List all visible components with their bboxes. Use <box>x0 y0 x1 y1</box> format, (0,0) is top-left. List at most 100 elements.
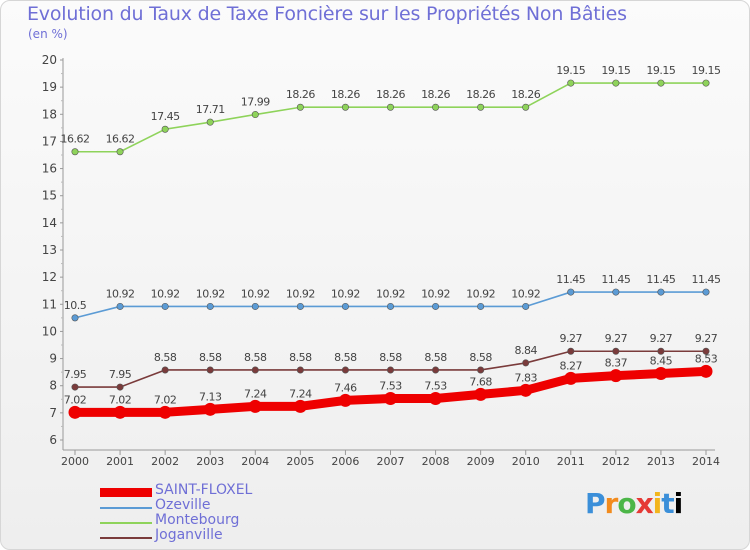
data-point-ozeville <box>161 302 169 310</box>
x-tick-label: 2003 <box>196 455 224 468</box>
data-point-saint-floxel <box>429 391 443 405</box>
data-point-ozeville <box>432 302 440 310</box>
data-label-saint-floxel: 7.24 <box>289 387 312 400</box>
x-tick-label: 2004 <box>241 455 269 468</box>
data-point-montebourg <box>477 103 485 111</box>
data-label-joganville: 8.58 <box>154 351 177 364</box>
data-point-montebourg <box>567 79 575 87</box>
x-tick-label: 2013 <box>647 455 675 468</box>
x-tick-label: 2014 <box>692 455 720 468</box>
data-label-saint-floxel: 7.02 <box>109 393 132 406</box>
legend-label-saint-floxel: SAINT-FLOXEL <box>155 482 253 498</box>
data-point-joganville <box>341 366 349 374</box>
data-point-joganville <box>251 366 259 374</box>
data-label-montebourg: 18.26 <box>286 88 315 101</box>
data-point-joganville <box>71 383 79 391</box>
data-point-saint-floxel <box>338 393 352 407</box>
data-point-ozeville <box>116 302 124 310</box>
data-point-saint-floxel <box>519 383 533 397</box>
y-tick-label: 16 <box>42 162 57 176</box>
x-tick-label: 2002 <box>151 455 179 468</box>
data-label-saint-floxel: 7.02 <box>64 393 87 406</box>
data-point-joganville <box>161 366 169 374</box>
data-label-montebourg: 19.15 <box>646 64 675 77</box>
data-point-montebourg <box>251 111 259 119</box>
data-point-joganville <box>296 366 304 374</box>
y-tick-label: 13 <box>42 243 57 257</box>
data-point-ozeville <box>206 302 214 310</box>
y-tick-label: 11 <box>42 297 57 311</box>
data-point-ozeville <box>477 302 485 310</box>
data-point-saint-floxel <box>293 399 307 413</box>
data-point-montebourg <box>71 148 79 156</box>
data-label-joganville: 8.58 <box>334 351 357 364</box>
data-label-saint-floxel: 7.13 <box>199 390 222 403</box>
legend-label-ozeville: Ozeville <box>155 497 211 513</box>
data-label-ozeville: 10.92 <box>286 287 315 300</box>
data-label-joganville: 8.58 <box>469 351 492 364</box>
data-label-joganville: 8.84 <box>514 344 537 357</box>
data-label-joganville: 9.27 <box>560 332 583 345</box>
x-tick-label: 2005 <box>286 455 314 468</box>
data-point-saint-floxel <box>654 367 668 380</box>
x-tick-label: 2001 <box>106 455 134 468</box>
data-label-montebourg: 19.15 <box>692 64 721 77</box>
data-label-saint-floxel: 7.24 <box>244 387 267 400</box>
data-point-joganville <box>522 359 530 367</box>
data-label-ozeville: 10.92 <box>331 287 360 300</box>
data-label-saint-floxel: 7.83 <box>514 371 537 384</box>
data-point-saint-floxel <box>609 369 623 383</box>
y-tick-label: 19 <box>42 80 57 94</box>
data-label-saint-floxel: 7.53 <box>379 379 402 392</box>
data-label-ozeville: 10.5 <box>64 299 87 312</box>
y-tick-label: 10 <box>42 324 57 338</box>
data-point-saint-floxel <box>248 399 262 413</box>
data-label-ozeville: 11.45 <box>601 273 630 286</box>
data-label-montebourg: 16.62 <box>61 133 90 146</box>
data-label-ozeville: 10.92 <box>196 287 225 300</box>
y-tick-label: 6 <box>49 433 57 447</box>
data-point-montebourg <box>702 79 710 87</box>
data-label-saint-floxel: 7.68 <box>469 375 492 388</box>
data-label-joganville: 8.58 <box>244 351 267 364</box>
data-point-montebourg <box>657 79 665 87</box>
y-tick-label: 7 <box>49 406 57 420</box>
data-label-montebourg: 17.71 <box>196 103 225 116</box>
legend-label-montebourg: Montebourg <box>155 512 240 528</box>
data-label-montebourg: 19.15 <box>556 64 585 77</box>
data-point-ozeville <box>567 288 575 296</box>
x-tick-label: 2011 <box>557 455 585 468</box>
data-point-saint-floxel <box>158 405 172 419</box>
data-label-ozeville: 10.92 <box>241 287 270 300</box>
data-point-ozeville <box>251 302 259 310</box>
data-point-joganville <box>206 366 214 374</box>
data-point-joganville <box>702 347 710 355</box>
data-point-ozeville <box>522 302 530 310</box>
data-point-montebourg <box>116 148 124 156</box>
data-point-montebourg <box>386 103 394 111</box>
y-tick-label: 12 <box>42 270 57 284</box>
x-tick-label: 2012 <box>602 455 630 468</box>
data-label-ozeville: 10.92 <box>466 287 495 300</box>
data-point-ozeville <box>296 302 304 310</box>
data-point-saint-floxel <box>564 371 578 385</box>
data-label-saint-floxel: 8.27 <box>560 359 583 372</box>
data-label-ozeville: 11.45 <box>692 273 721 286</box>
data-label-ozeville: 11.45 <box>556 273 585 286</box>
chart-title: Evolution du Taux de Taxe Foncière sur l… <box>27 3 627 25</box>
x-tick-label: 2006 <box>331 455 359 468</box>
data-label-montebourg: 16.62 <box>106 133 135 146</box>
data-label-montebourg: 18.26 <box>376 88 405 101</box>
data-point-montebourg <box>206 118 214 126</box>
data-point-montebourg <box>161 125 169 133</box>
data-point-joganville <box>432 366 440 374</box>
data-label-montebourg: 18.26 <box>466 88 495 101</box>
data-point-saint-floxel <box>384 391 397 405</box>
y-tick-label: 9 <box>49 352 57 366</box>
data-label-joganville: 8.58 <box>289 351 312 364</box>
x-tick-label: 2000 <box>61 455 89 468</box>
data-point-montebourg <box>522 103 530 111</box>
proxiti-logo: Proxiti <box>585 487 683 520</box>
